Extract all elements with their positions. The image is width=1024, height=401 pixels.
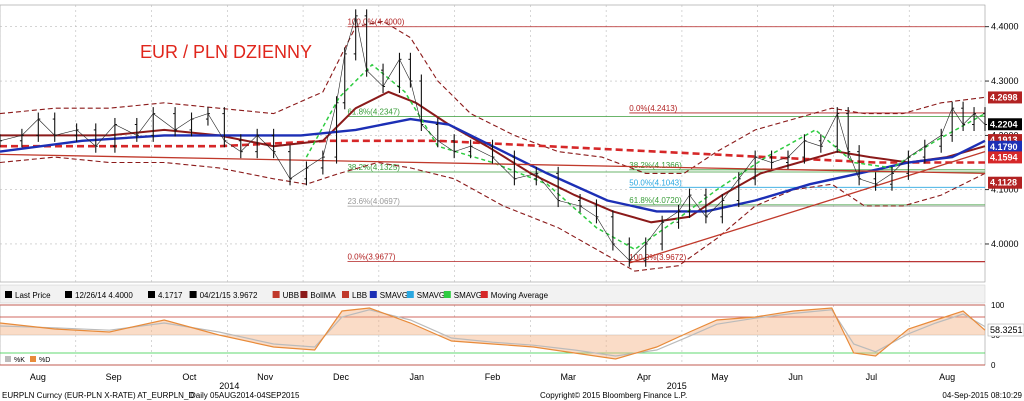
x-tick-label: Feb — [485, 372, 501, 382]
legend-swatch — [5, 291, 12, 298]
x-tick-label: Apr — [637, 372, 651, 382]
price-layer — [0, 9, 987, 267]
fibonacci-layer: 100.0%(4.4000) 61.8%(4.2347) 38.2%(4.1325)… — [347, 18, 985, 263]
series-layer — [0, 20, 986, 272]
osc-d-line — [0, 309, 986, 357]
trendline — [629, 151, 986, 264]
x-tick-label: Nov — [257, 372, 274, 382]
last-price-line — [0, 15, 986, 261]
legend-swatch — [342, 291, 349, 298]
legend-swatch — [480, 291, 488, 298]
last-value-tag-bg — [988, 151, 1022, 164]
fib-lower-label: 38.2%(4.1366) — [629, 161, 682, 170]
fib-upper-label: 61.8%(4.2347) — [347, 108, 400, 117]
legend-strip — [0, 284, 986, 304]
osc-legend-item: %D — [39, 357, 50, 364]
legend-layer: Last Price 12/26/14 4.4000 4.1717 04/21/15 … — [0, 284, 986, 304]
y-tick-label: 4.1000 — [991, 185, 1019, 195]
legend-item: LBB — [352, 291, 367, 300]
legend-item: 12/26/14 4.4000 — [75, 291, 133, 300]
x-tick-label: Aug — [30, 372, 46, 382]
legend-swatch — [272, 291, 280, 298]
bollinger-upper-line — [0, 20, 986, 174]
last-value-tag: 4.2698 — [990, 92, 1018, 102]
copyright-label: Copyright© 2015 Bloomberg Finance L.P. — [540, 391, 687, 400]
y-tick-label: 4.3000 — [991, 76, 1019, 86]
last-value-tag-bg — [988, 176, 1022, 189]
osc-k-line — [0, 307, 986, 360]
legend-swatch — [443, 291, 451, 298]
legend-item: Moving Average — [491, 291, 549, 300]
x-tick-label: Jul — [866, 372, 878, 382]
last-value-tag: 4.1594 — [990, 152, 1018, 162]
footer-layer: EURPLN Curncy (EUR-PLN X-RATE) AT_EURPLN… — [2, 391, 1023, 400]
x-tick-label: Oct — [182, 372, 197, 382]
range-label: Daily 05AUG2014-04SEP2015 — [190, 391, 300, 400]
fib-upper-label: 100.0%(4.4000) — [347, 18, 404, 27]
legend-item: SMAVG — [417, 291, 445, 300]
fib-upper-label: 23.6%(4.0697) — [347, 197, 400, 206]
osc-legend-item: %K — [14, 357, 25, 364]
bollinger-lower-line — [0, 156, 986, 272]
x-tick-label: Jun — [788, 372, 803, 382]
fib-lower-label: 61.8%(4.0720) — [629, 196, 682, 205]
fib-upper-label: 38.2%(4.1325) — [347, 163, 400, 172]
fib-lower-label: 100.0%(3.9672) — [629, 253, 686, 262]
oscillator-layer: %K%D05010058.3251 — [0, 301, 1024, 370]
legend-item: SMAVG — [454, 291, 482, 300]
x-tick-label: Sep — [106, 372, 122, 382]
last-value-tag-bg — [988, 118, 1022, 131]
osc-tag-bg — [987, 323, 1024, 337]
fib-lower-label: 0.0%(4.2413) — [629, 104, 677, 113]
year-label: 2014 — [219, 381, 239, 391]
legend-swatch — [148, 291, 155, 298]
legend-item: SMAVG — [380, 291, 408, 300]
legend-item: UBB — [283, 291, 299, 300]
legend-swatch — [65, 291, 72, 298]
x-tick-label: Mar — [561, 372, 577, 382]
legend-item: Last Price — [15, 291, 51, 300]
last-value-tag: 4.1790 — [990, 142, 1018, 152]
last-value-tag-bg — [988, 91, 1022, 104]
fib-upper-label: 0.0%(3.9677) — [347, 253, 395, 262]
legend-swatch — [369, 291, 377, 298]
legend-swatch — [406, 291, 414, 298]
sma-green-line — [305, 63, 986, 251]
year-label: 2015 — [667, 381, 687, 391]
legend-swatch — [300, 291, 308, 298]
y-tick-label: 4.0000 — [991, 239, 1019, 249]
osc-y-tick-label: 100 — [991, 301, 1005, 310]
instrument-label: EURPLN Curncy (EUR-PLN X-RATE) AT_EURPLN… — [2, 391, 194, 400]
osc-last-value-tag: 58.3251 — [990, 325, 1023, 335]
timestamp-label: 04-Sep-2015 08:10:29 — [942, 391, 1022, 400]
last-value-tag: 4.1128 — [990, 178, 1017, 188]
x-tick-label: May — [711, 372, 729, 382]
last-value-tag: 4.2204 — [990, 119, 1018, 129]
osc-y-tick-label: 0 — [991, 361, 996, 370]
legend-item: 4.1717 — [158, 291, 183, 300]
legend-item: 04/21/15 3.9672 — [200, 291, 258, 300]
trendline — [0, 153, 986, 175]
last-value-tag-bg — [988, 140, 1022, 153]
osc-legend-swatch — [30, 356, 36, 362]
y-tick-label: 4.4000 — [991, 22, 1019, 32]
chart-title: EUR / PLN DZIENNY — [140, 42, 312, 62]
last-value-tag: 4.1913 — [990, 135, 1018, 145]
plot-frame — [0, 4, 986, 283]
osc-legend-swatch — [5, 356, 11, 362]
legend-item: BollMA — [310, 291, 336, 300]
x-tick-label: Dec — [333, 372, 350, 382]
legend-swatch — [189, 291, 197, 298]
x-tick-label: Aug — [939, 372, 955, 382]
fib-lower-label: 50.0%(4.1043) — [629, 178, 682, 187]
x-tick-label: Jan — [409, 372, 424, 382]
axis-layer: Aug Sep Oct Nov Dec Jan Feb Mar Apr May Jun Jul Aug 2… — [30, 22, 1019, 391]
